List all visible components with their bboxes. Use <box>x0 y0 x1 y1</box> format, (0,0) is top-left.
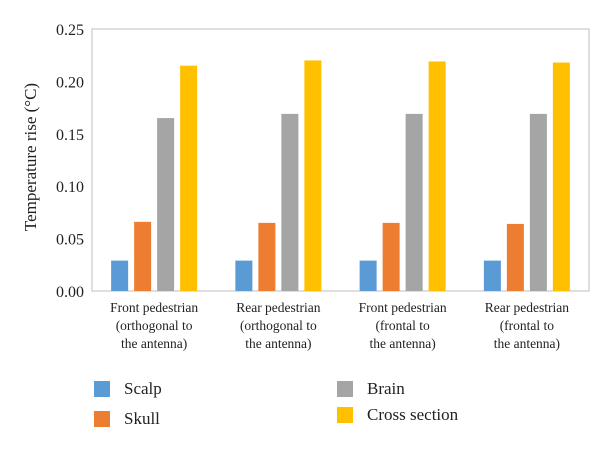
bar-scalp <box>235 260 253 291</box>
bar-scalp <box>111 260 129 291</box>
x-category-label: Rear pedestrian (frontal to the antenna) <box>485 300 570 351</box>
bar-cross-section <box>304 60 322 291</box>
bar-skull <box>258 222 276 291</box>
bar-brain <box>529 113 547 291</box>
legend-item-cross-section: Cross section <box>337 405 458 425</box>
legend-label-skull: Skull <box>124 409 160 428</box>
legend-label-scalp: Scalp <box>124 379 162 398</box>
bar-brain <box>281 113 299 291</box>
legend-label-cross-section: Cross section <box>367 405 459 424</box>
y-tick-label: 0.00 <box>56 284 84 301</box>
legend-swatch-brain <box>337 381 353 397</box>
legend-label-brain: Brain <box>367 379 405 398</box>
y-tick-label: 0.25 <box>56 22 84 39</box>
bar-scalp <box>483 260 501 291</box>
legend-swatch-cross-section <box>337 407 353 423</box>
bar-cross-section <box>180 65 198 292</box>
plot-frame <box>91 28 590 292</box>
legend-swatch-skull <box>94 411 110 427</box>
bar-cross-section <box>428 61 446 291</box>
y-tick-label: 0.05 <box>56 232 84 249</box>
y-axis-label: Temperature rise (°C) <box>21 83 40 231</box>
x-category-label: Rear pedestrian (orthogonal to the antenna… <box>236 300 321 351</box>
legend-item-brain: Brain <box>337 379 405 399</box>
bar-skull <box>382 222 400 291</box>
legend-swatch-scalp <box>94 381 110 397</box>
bar-skull <box>506 223 524 291</box>
bar-skull <box>134 221 152 291</box>
y-tick-label: 0.15 <box>56 127 84 144</box>
bar-cross-section <box>552 62 570 292</box>
x-category-label: Front pedestrian (orthogonal to the antenn… <box>110 300 198 351</box>
x-category-label: Front pedestrian (frontal to the antenna) <box>359 300 447 351</box>
bar-scalp <box>359 260 377 291</box>
legend-item-scalp: Scalp <box>94 379 162 399</box>
y-tick-label: 0.10 <box>56 179 84 196</box>
y-tick-label: 0.20 <box>56 74 84 91</box>
legend-item-skull: Skull <box>94 409 160 429</box>
bar-brain <box>405 113 423 291</box>
bar-brain <box>157 118 175 291</box>
